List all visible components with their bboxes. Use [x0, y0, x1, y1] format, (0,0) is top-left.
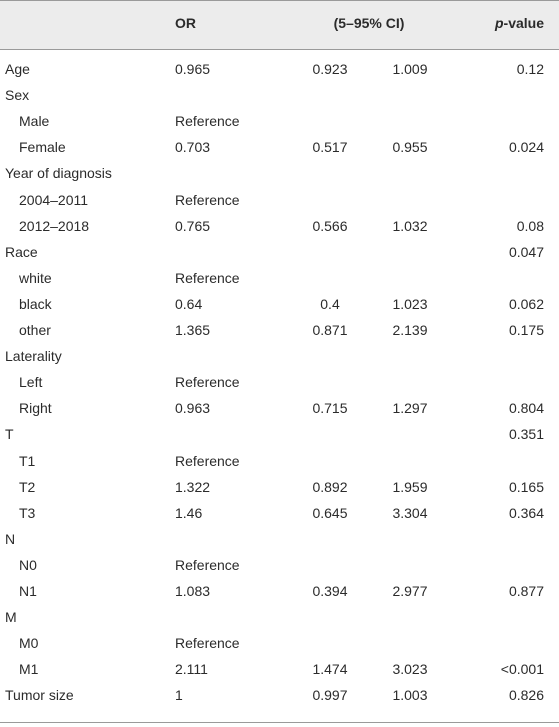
- header-p-value: p-value: [440, 15, 544, 31]
- or-value: 2.111: [175, 661, 208, 677]
- header-p-rest: -value: [503, 15, 544, 31]
- ci-upper: 2.139: [392, 322, 428, 338]
- or-value: 1.365: [175, 322, 211, 338]
- or-value: Reference: [175, 113, 240, 129]
- row-label: Sex: [5, 87, 30, 103]
- row-label: black: [19, 296, 52, 312]
- or-value: Reference: [175, 453, 240, 469]
- row-label: white: [19, 270, 52, 286]
- p-value: 0.364: [508, 505, 544, 521]
- p-value: 0.08: [516, 218, 544, 234]
- or-value: 0.64: [175, 296, 203, 312]
- ci-lower: 0.892: [312, 479, 348, 495]
- or-value: Reference: [175, 635, 240, 651]
- row-label: Male: [19, 113, 50, 129]
- ci-upper: 3.304: [392, 505, 428, 521]
- ci-lower: 0.715: [312, 400, 348, 416]
- top-rule: [0, 0, 559, 1]
- or-value: Reference: [175, 192, 240, 208]
- row-label: T3: [19, 505, 36, 521]
- ci-lower: 0.4: [320, 296, 340, 312]
- row-label: N1: [19, 583, 37, 599]
- or-value: 0.765: [175, 218, 211, 234]
- row-label: Race: [5, 244, 38, 260]
- row-label: T: [5, 426, 14, 442]
- p-value: 0.165: [508, 479, 544, 495]
- row-label: other: [19, 322, 51, 338]
- p-value: 0.804: [508, 400, 544, 416]
- ci-lower: 0.923: [312, 61, 348, 77]
- row-label: Year of diagnosis: [5, 165, 112, 181]
- or-value: 1: [175, 687, 183, 703]
- ci-upper: 1.297: [392, 400, 428, 416]
- row-label: Left: [19, 374, 43, 390]
- p-value: 0.351: [508, 426, 544, 442]
- ci-upper: 3.023: [392, 661, 428, 677]
- row-label: M1: [19, 661, 39, 677]
- row-label: Laterality: [5, 348, 62, 364]
- or-value: 1.322: [175, 479, 211, 495]
- row-label: M0: [19, 635, 39, 651]
- or-value: Reference: [175, 270, 240, 286]
- or-value: Reference: [175, 557, 240, 573]
- ci-upper: 2.977: [392, 583, 428, 599]
- ci-lower: 0.566: [312, 218, 348, 234]
- row-label: Right: [19, 400, 52, 416]
- ci-upper: 1.003: [392, 687, 428, 703]
- ci-upper: 1.959: [392, 479, 428, 495]
- table-header: [0, 0, 559, 49]
- or-value: 0.965: [175, 61, 211, 77]
- or-value: 1.083: [175, 583, 211, 599]
- p-value: 0.12: [516, 61, 544, 77]
- p-value: <0.001: [500, 661, 544, 677]
- p-value: 0.024: [508, 139, 544, 155]
- or-value: 1.46: [175, 505, 203, 521]
- bottom-rule: [0, 722, 559, 723]
- ci-lower: 0.394: [312, 583, 348, 599]
- ci-lower: 0.997: [312, 687, 348, 703]
- p-value: 0.062: [508, 296, 544, 312]
- row-label: T2: [19, 479, 36, 495]
- row-label: M: [5, 609, 17, 625]
- p-value: 0.175: [508, 322, 544, 338]
- or-value: Reference: [175, 374, 240, 390]
- header-or: OR: [175, 15, 196, 31]
- header-ci: (5–95% CI): [333, 15, 405, 31]
- ci-upper: 1.023: [392, 296, 428, 312]
- ci-lower: 0.871: [312, 322, 348, 338]
- header-p-italic: p: [494, 15, 504, 31]
- ci-lower: 0.517: [312, 139, 348, 155]
- row-label: 2004–2011: [19, 192, 89, 208]
- p-value: 0.877: [508, 583, 544, 599]
- or-value: 0.963: [175, 400, 211, 416]
- or-value: 0.703: [175, 139, 211, 155]
- row-label: Female: [19, 139, 66, 155]
- row-label: N: [5, 531, 16, 547]
- ci-upper: 0.955: [392, 139, 428, 155]
- ci-lower: 1.474: [312, 661, 348, 677]
- ci-upper: 1.009: [392, 61, 428, 77]
- p-value: 0.047: [508, 244, 544, 260]
- p-value: 0.826: [508, 687, 544, 703]
- row-label: Tumor size: [5, 687, 74, 703]
- header-rule: [0, 49, 559, 50]
- ci-upper: 1.032: [392, 218, 428, 234]
- row-label: 2012–2018: [19, 218, 90, 234]
- ci-lower: 0.645: [312, 505, 348, 521]
- row-label: T1: [19, 453, 36, 469]
- row-label: N0: [19, 557, 37, 573]
- row-label: Age: [5, 61, 30, 77]
